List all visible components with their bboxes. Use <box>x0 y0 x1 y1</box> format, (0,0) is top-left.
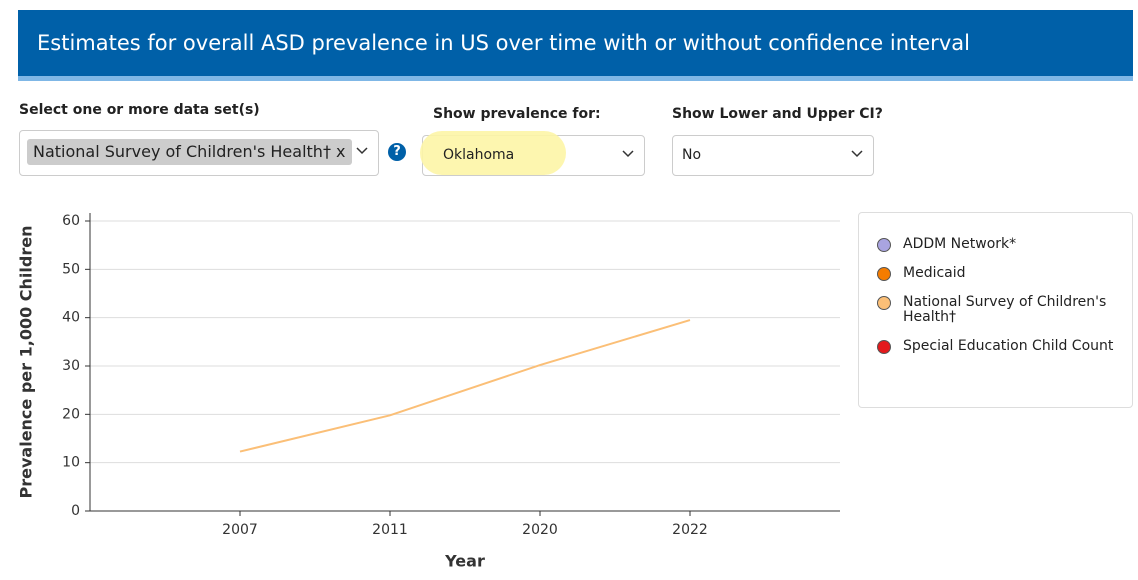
chevron <box>622 150 634 158</box>
y-tick-label: 40 <box>62 310 80 326</box>
legend-swatch <box>877 296 891 310</box>
y-axis-label: Prevalence per 1,000 Children <box>17 226 36 499</box>
y-tick-label: 0 <box>71 503 80 519</box>
chevron <box>851 150 863 158</box>
x-tick-label: 2011 <box>372 522 408 538</box>
help-icon[interactable]: ? <box>388 143 406 161</box>
dataset-label: Select one or more data set(s) <box>19 102 260 118</box>
y-tick-label: 60 <box>62 213 80 229</box>
legend-label: ADDM Network* <box>903 236 1017 252</box>
x-tick-label: 2007 <box>222 522 258 538</box>
x-tick-label: 2022 <box>672 522 708 538</box>
ci-select[interactable]: No <box>672 135 874 176</box>
x-tick-label: 2020 <box>522 522 558 538</box>
legend-label: National Survey of Children's Health† <box>903 294 1107 325</box>
tag-remove[interactable]: x <box>336 142 346 161</box>
page-title: Estimates for overall ASD prevalence in … <box>18 10 1133 81</box>
series-line <box>239 319 691 453</box>
legend-item[interactable]: Special Education Child Count <box>877 339 1132 354</box>
highlight <box>420 131 566 175</box>
y-tick-label: 20 <box>62 406 80 422</box>
tag-text: National Survey of Children's Health† <box>33 142 331 161</box>
legend: ADDM Network* Medicaid National Survey of … <box>858 212 1133 408</box>
legend-swatch <box>877 238 891 252</box>
y-tick-label: 50 <box>62 261 80 277</box>
legend-label: Medicaid <box>903 265 966 281</box>
chart: Year Prevalence per 1,000 Children 0 10 20… <box>17 213 840 571</box>
location-label: Show prevalence for: <box>433 106 601 122</box>
chevron <box>356 147 368 155</box>
x-axis-label: Year <box>444 552 485 571</box>
y-tick-label: 30 <box>62 358 80 374</box>
legend-item[interactable]: ADDM Network* <box>877 237 1132 252</box>
ci-label: Show Lower and Upper CI? <box>672 106 883 122</box>
legend-swatch <box>877 340 891 354</box>
legend-label: Special Education Child Count <box>903 338 1114 354</box>
legend-item[interactable]: National Survey of Children's Health† <box>877 295 1132 325</box>
ci-value: No <box>682 147 702 163</box>
legend-item[interactable]: Medicaid <box>877 266 1132 281</box>
legend-swatch <box>877 267 891 281</box>
location-value: Oklahoma <box>443 147 515 163</box>
y-tick-label: 10 <box>62 455 80 471</box>
dataset-tag: National Survey of Children's Health† x <box>27 139 352 165</box>
